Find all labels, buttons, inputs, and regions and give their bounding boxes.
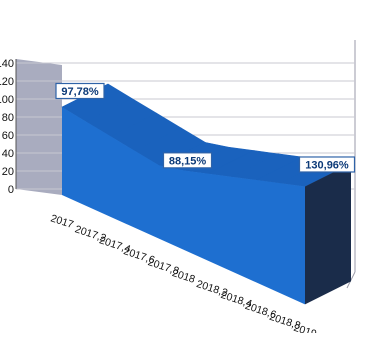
area-side-face (305, 163, 351, 305)
x-tick-label: 2019 (292, 322, 318, 333)
y-tick-label: 100 (0, 94, 14, 106)
y-tick-label: 40 (2, 148, 14, 160)
y-tick-label: 120 (0, 76, 14, 88)
back-wall-left (16, 59, 62, 195)
data-label: 130,96% (305, 159, 349, 171)
x-tick-label: 2017 (49, 212, 75, 231)
x-tick-label: 2018 (171, 267, 197, 286)
data-label-box (298, 156, 356, 173)
y-tick-label: 20 (2, 166, 14, 178)
y-tick-label: 140 (0, 58, 14, 70)
data-label-box (55, 82, 105, 100)
data-label: 97,78% (61, 86, 99, 98)
area-front-face (62, 106, 305, 305)
y-tick-label: 80 (2, 112, 14, 124)
y-axis: 0 20 40 60 80 100 120 140 (0, 58, 17, 196)
data-label-box (162, 152, 213, 169)
data-labels: 97,78% 88,15% 130,96% (55, 82, 356, 173)
y-tick-label: 0 (8, 184, 14, 196)
y-tick-label: 60 (2, 130, 14, 142)
area-series (61, 83, 353, 305)
data-label: 88,15% (169, 155, 207, 167)
